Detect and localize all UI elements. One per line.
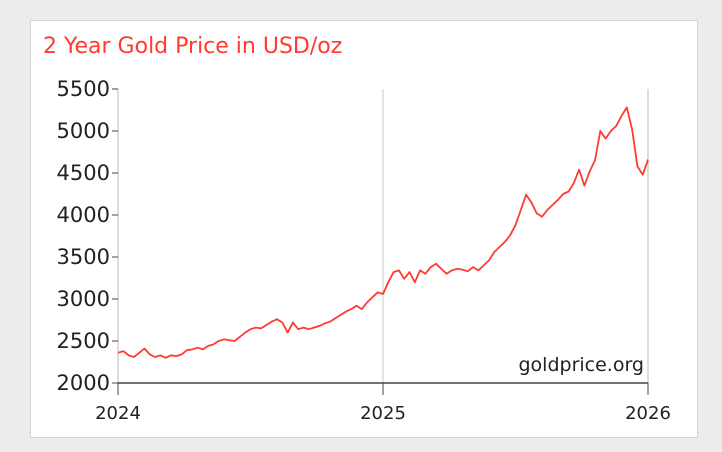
gold-price-chart-widget: 2 Year Gold Price in USD/oz 2000 2500 3000… [30, 20, 698, 438]
x-tick-label: 2024 [95, 403, 141, 424]
y-tick-label: 5000 [57, 119, 110, 143]
y-tick-label: 5500 [57, 77, 110, 101]
x-tick-label: 2025 [360, 403, 406, 424]
gold-price-series-line [117, 106, 649, 359]
y-tick-label: 2500 [57, 329, 110, 353]
y-tick-label: 4500 [57, 161, 110, 185]
y-tick-label: 3500 [57, 245, 110, 269]
y-tick-label: 4000 [57, 203, 110, 227]
x-tick-label: 2026 [625, 403, 671, 424]
chart-title: 2 Year Gold Price in USD/oz [43, 34, 343, 59]
watermark-text: goldprice.org [518, 354, 644, 376]
line-chart: 2000 2500 3000 3500 4000 4500 5000 5500 2024 2025… [57, 77, 671, 424]
y-tick-label: 3000 [57, 287, 110, 311]
y-tick-label: 2000 [57, 371, 110, 395]
